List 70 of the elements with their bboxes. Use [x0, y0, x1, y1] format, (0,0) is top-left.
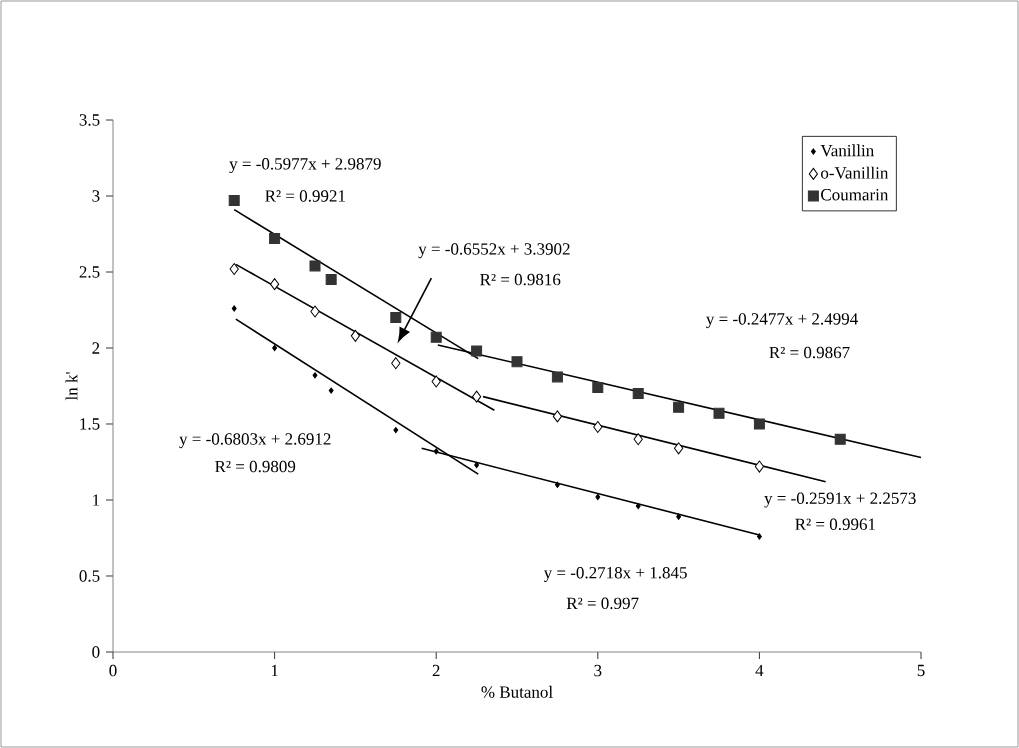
point	[595, 493, 601, 501]
legend-label: o-Vanillin	[821, 166, 889, 179]
point	[350, 329, 361, 342]
point	[756, 533, 762, 540]
y-tick-label: 0.5	[79, 570, 100, 582]
y-tick-label: 1.5	[80, 418, 100, 430]
x-tick-label: 0	[109, 664, 117, 677]
point	[431, 375, 441, 388]
point	[269, 278, 280, 291]
y-tick-label: 3	[92, 190, 100, 202]
y-tick-label: 3.5	[79, 114, 100, 126]
point	[753, 418, 765, 430]
point	[471, 345, 483, 357]
annotation: y = -0.6552x + 3.3902	[418, 243, 570, 259]
annotation: R² = 0.9816	[480, 273, 561, 286]
x-tick-label: 1	[271, 664, 278, 677]
annotation: y = -0.6803x + 2.6912	[179, 433, 331, 449]
point	[310, 305, 320, 318]
point	[312, 372, 318, 379]
point	[834, 433, 846, 445]
annotation: R² = 0.9867	[769, 346, 850, 359]
point	[592, 382, 604, 394]
point	[551, 371, 563, 383]
point	[673, 442, 684, 455]
point	[554, 481, 560, 488]
point	[593, 421, 603, 434]
point	[269, 233, 281, 245]
point	[552, 410, 563, 423]
point	[430, 331, 442, 343]
point	[673, 401, 685, 413]
point	[231, 305, 237, 312]
point	[471, 390, 482, 403]
point	[632, 388, 644, 400]
point	[633, 433, 643, 446]
point	[676, 513, 682, 520]
x-tick-label: 5	[917, 664, 925, 677]
point	[511, 356, 523, 368]
annotation: R² = 0.9809	[215, 460, 296, 473]
point	[309, 260, 321, 272]
legend-label: Coumarin	[821, 189, 889, 201]
y-tick-label: 2	[92, 342, 100, 354]
y-tick-label: 1	[93, 494, 100, 506]
point	[272, 344, 278, 352]
point	[393, 426, 399, 434]
y-tick-label: 0	[92, 646, 100, 658]
point	[433, 448, 439, 455]
point	[391, 357, 401, 370]
annotation: y = -0.2477x + 2.4994	[706, 313, 858, 329]
annotation: R² = 0.9921	[265, 190, 345, 202]
point	[474, 461, 480, 469]
point	[713, 407, 725, 419]
x-tick-label: 3	[594, 664, 602, 677]
annotation: R² = 0.9961	[795, 518, 875, 531]
point	[229, 262, 239, 275]
annotation: y = -0.2718x + 1.845	[543, 566, 687, 582]
annotation: R² = 0.997	[566, 597, 639, 610]
x-tick-label: 4	[755, 664, 764, 677]
point	[390, 312, 402, 324]
x-tick-label: 2	[432, 664, 440, 677]
point	[328, 387, 334, 394]
y-tick-label: 2.5	[79, 266, 100, 278]
x-axis-title: % Butanol	[481, 685, 553, 698]
point	[635, 502, 641, 510]
annotation: y = -0.2591x + 2.2573	[764, 492, 916, 508]
point	[228, 195, 240, 207]
point	[754, 460, 765, 473]
legend-label: Vanillin	[820, 144, 874, 157]
annotation: y = -0.5977x + 2.9879	[229, 158, 381, 174]
point	[325, 274, 337, 286]
y-axis-title: ln k'	[65, 372, 78, 401]
